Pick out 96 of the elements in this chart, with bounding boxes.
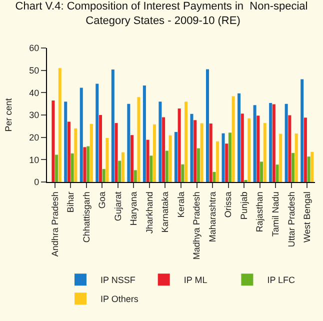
bar <box>294 134 298 182</box>
bar <box>90 124 93 182</box>
bar <box>162 117 166 182</box>
bar <box>152 124 156 182</box>
bar <box>292 152 295 182</box>
x-tick-label: Rajasthan <box>254 192 265 232</box>
bar <box>206 69 210 182</box>
bar <box>232 96 235 182</box>
bar <box>253 105 256 182</box>
bar <box>238 93 241 182</box>
bar <box>276 164 279 182</box>
bar <box>86 146 90 182</box>
bar <box>194 120 197 182</box>
bar <box>121 152 124 182</box>
y-tick-label: 60 <box>29 43 40 54</box>
bar <box>98 115 102 182</box>
bar <box>83 147 86 182</box>
x-tick-label: Haryana <box>128 192 139 226</box>
bar <box>70 153 74 182</box>
x-tick-label: Orissa <box>223 192 234 218</box>
bar <box>225 144 228 182</box>
bar <box>222 133 225 182</box>
x-tick-label: Jharkhand <box>144 192 154 234</box>
bar <box>178 108 181 182</box>
x-tick-label: Chhattisgarh <box>81 192 92 243</box>
y-tick-label: 40 <box>29 88 40 98</box>
bar <box>174 132 178 182</box>
bar <box>279 134 282 182</box>
x-tick-label: Goa <box>97 192 108 209</box>
bar <box>80 88 83 182</box>
bar <box>190 114 194 182</box>
bar <box>158 102 162 182</box>
legend-label: IP ML <box>184 275 208 286</box>
x-tick-label: Punjab <box>238 192 249 220</box>
bar <box>310 152 314 182</box>
bar <box>168 135 172 182</box>
bar <box>184 102 188 182</box>
bar <box>118 160 122 182</box>
bar <box>272 104 276 182</box>
bar <box>106 138 109 182</box>
y-tick-label: 10 <box>29 154 40 165</box>
y-tick-label: 20 <box>29 132 40 142</box>
bar <box>102 169 106 182</box>
y-tick-label: 0 <box>34 177 40 188</box>
bar <box>142 86 146 182</box>
bar <box>127 104 130 182</box>
bar <box>146 140 150 182</box>
x-tick-label: Madhya Pradesh <box>192 192 202 260</box>
x-tick-label: Karnataka <box>160 192 170 233</box>
x-tick-label: Uttar Pradesh <box>286 192 296 248</box>
bar <box>58 68 62 182</box>
bar <box>212 172 216 182</box>
x-tick-label: Gujarat <box>112 191 123 222</box>
bar <box>150 156 153 182</box>
bar <box>260 162 264 182</box>
bar <box>284 104 288 182</box>
bar <box>216 141 220 182</box>
bar <box>200 123 204 182</box>
bar <box>137 97 140 182</box>
bar <box>209 123 212 182</box>
legend-label: IP Others <box>100 294 139 304</box>
bar <box>307 156 310 182</box>
bar <box>181 164 184 182</box>
bar <box>64 102 68 182</box>
x-tick-label: Bihar <box>66 192 76 213</box>
x-tick-label: West Bengal <box>302 192 312 242</box>
y-axis-title: Per cent <box>4 98 14 132</box>
bar <box>67 122 70 182</box>
bar <box>228 132 232 182</box>
bar <box>300 79 304 182</box>
bar <box>263 123 266 182</box>
bar <box>111 69 114 182</box>
bar <box>165 150 168 182</box>
x-tick-label: Tamil Nadu <box>270 192 281 237</box>
bar <box>269 102 272 182</box>
x-tick-label: Andhra Pradesh <box>50 192 60 257</box>
legend-label: IP NSSF <box>100 275 136 286</box>
bar <box>114 123 118 182</box>
y-tick-label: 30 <box>29 110 40 120</box>
bar <box>134 170 137 182</box>
bar <box>304 118 307 182</box>
bar <box>96 84 99 182</box>
bar <box>130 135 134 182</box>
bar <box>196 148 200 182</box>
bar <box>240 114 244 182</box>
chart-title: Chart V.4: Composition of Interest Payments in Non-special Category States - 2009-10 (RE) <box>15 0 308 27</box>
x-tick-label: Kerala <box>176 192 186 218</box>
bar <box>55 154 58 182</box>
x-tick-label: Maharashtra <box>207 192 218 242</box>
legend-label: IP LFC <box>267 275 296 286</box>
bar <box>288 115 292 182</box>
bar <box>248 118 251 182</box>
y-tick-label: 50 <box>29 65 40 76</box>
bar <box>256 116 260 182</box>
bar <box>74 128 78 182</box>
bar <box>52 100 55 182</box>
